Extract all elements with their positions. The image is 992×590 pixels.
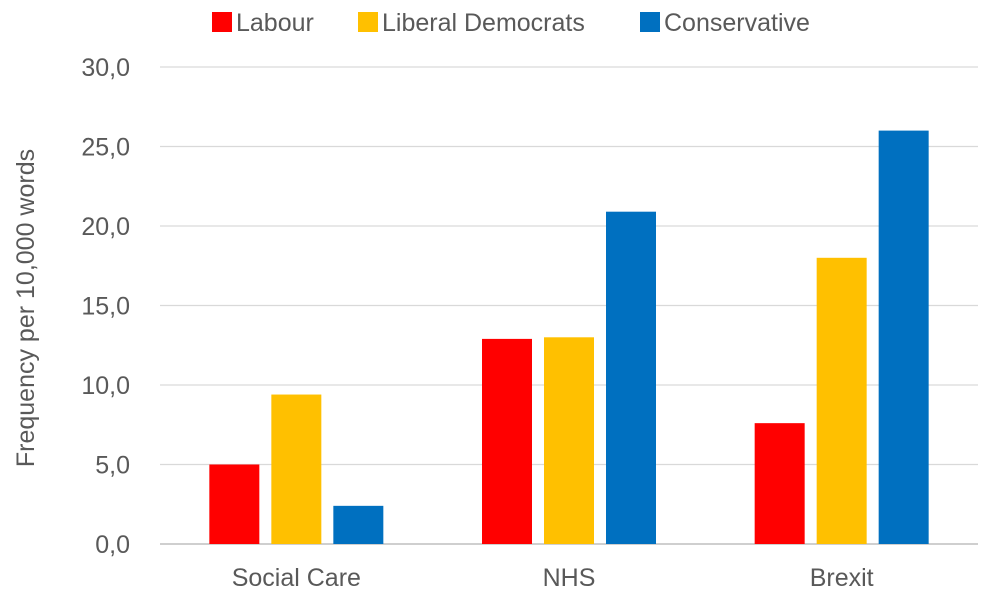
bar-conservative-social-care (333, 505, 384, 544)
legend-item-labour: Labour (212, 9, 314, 37)
x-tick-label: Brexit (810, 564, 874, 590)
legend-swatch (358, 12, 378, 32)
legend-label: Conservative (664, 9, 810, 37)
y-tick-label: 0,0 (95, 531, 130, 559)
x-axis-ticks: Social Care NHS Brexit (232, 564, 874, 590)
bar-liberal-democrats-brexit (816, 257, 867, 544)
bar-liberal-democrats-social-care (271, 394, 322, 544)
legend-item-conservative: Conservative (640, 9, 810, 37)
y-tick-label: 5,0 (95, 452, 130, 480)
bar-labour-brexit (754, 423, 805, 544)
legend-swatch (640, 12, 660, 32)
legend-swatch (212, 12, 232, 32)
y-tick-label: 15,0 (81, 293, 130, 321)
bar-labour-social-care (209, 464, 260, 544)
bar-liberal-democrats-nhs (544, 337, 594, 544)
bar-conservative-brexit (878, 130, 929, 544)
y-tick-label: 25,0 (81, 134, 130, 162)
y-tick-label: 20,0 (81, 213, 130, 241)
y-axis-title: Frequency per 10,000 words (12, 149, 40, 467)
legend-label: Labour (236, 9, 314, 37)
y-tick-label: 10,0 (81, 372, 130, 400)
bar-conservative-nhs (606, 211, 656, 544)
legend: Labour Liberal Democrats Conservative (212, 9, 810, 37)
bars (209, 130, 929, 544)
y-axis-ticks: 0,0 5,0 10,0 15,0 20,0 25,0 30,0 (81, 54, 130, 559)
legend-item-liberal-democrats: Liberal Democrats (358, 9, 585, 37)
x-tick-label: Social Care (232, 564, 361, 590)
y-tick-label: 30,0 (81, 54, 130, 82)
legend-label: Liberal Democrats (382, 9, 585, 37)
x-tick-label: NHS (543, 564, 596, 590)
bar-labour-nhs (482, 338, 532, 544)
